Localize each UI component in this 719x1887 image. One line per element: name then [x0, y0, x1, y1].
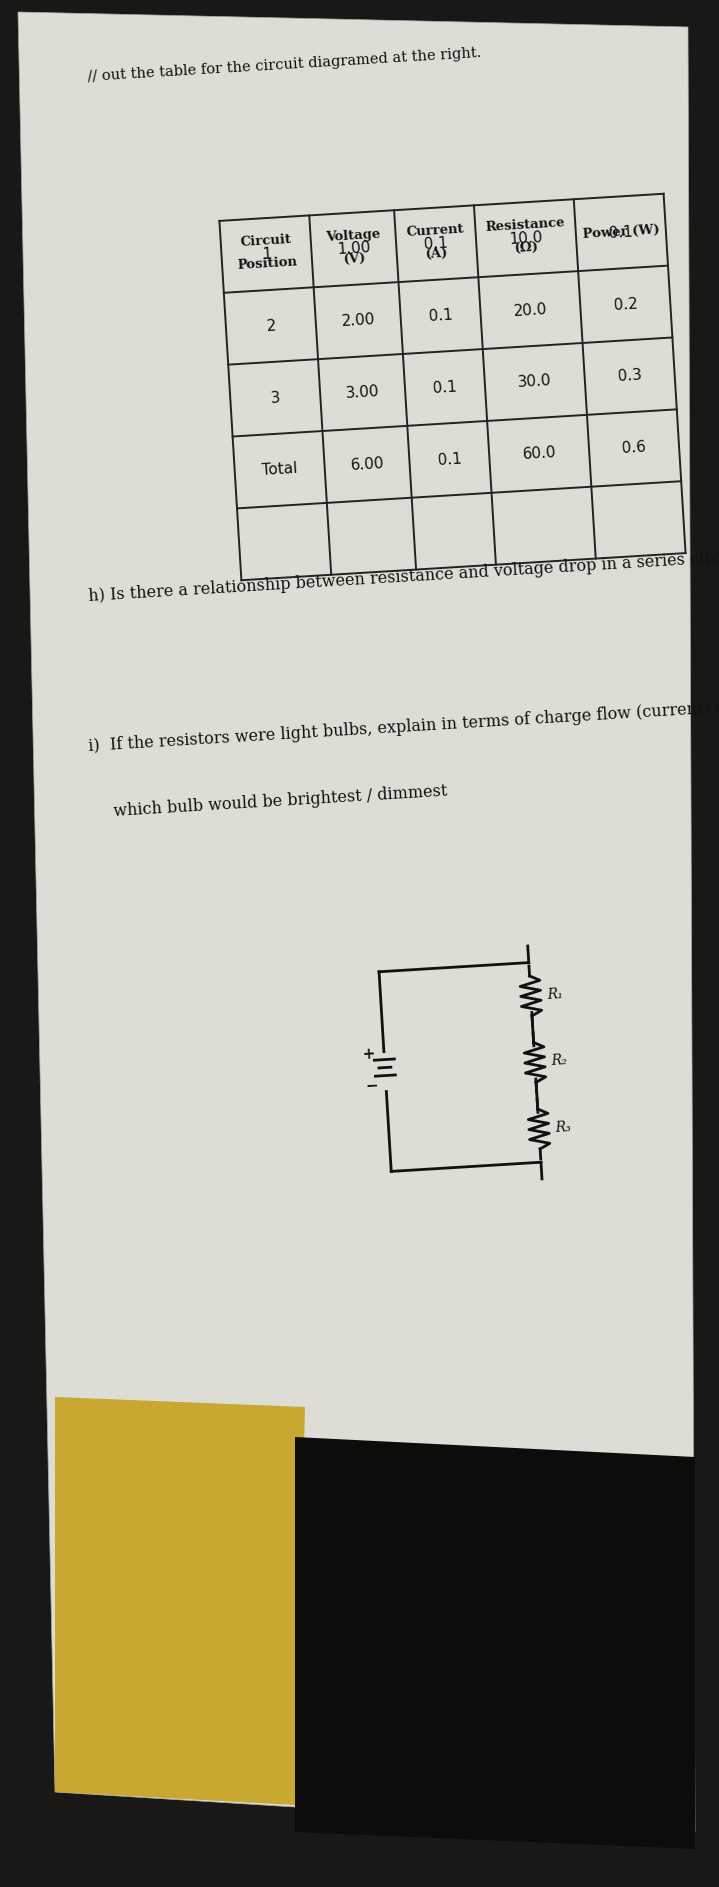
Text: R₃: R₃: [554, 1121, 572, 1134]
Text: (V): (V): [343, 251, 366, 266]
Text: 0.1: 0.1: [423, 236, 449, 253]
Text: (Ω): (Ω): [514, 242, 539, 255]
Text: (A): (A): [425, 247, 449, 260]
Text: R₂: R₂: [551, 1053, 567, 1068]
Text: Total: Total: [262, 460, 298, 477]
Text: Current: Current: [406, 223, 464, 240]
Polygon shape: [55, 1396, 305, 1806]
Text: which bulb would be brightest / dimmest: which bulb would be brightest / dimmest: [112, 783, 447, 821]
Text: 0.1: 0.1: [433, 379, 457, 396]
Text: 0.6: 0.6: [621, 440, 646, 457]
Text: Position: Position: [237, 257, 298, 272]
Text: 10.0: 10.0: [509, 230, 544, 247]
Text: R₁: R₁: [546, 987, 563, 1002]
Text: 6.00: 6.00: [349, 457, 385, 474]
Text: 0.1: 0.1: [428, 308, 453, 325]
Text: +: +: [361, 1047, 375, 1062]
Text: 2: 2: [266, 319, 276, 334]
Text: 2.00: 2.00: [341, 311, 375, 328]
Text: Circuit: Circuit: [239, 234, 292, 249]
Polygon shape: [18, 11, 695, 1832]
Text: 1: 1: [261, 247, 272, 262]
Text: 1.00: 1.00: [336, 240, 371, 257]
Text: 0.3: 0.3: [617, 368, 642, 385]
Text: −: −: [365, 1079, 379, 1094]
Text: 3: 3: [270, 391, 280, 406]
Text: h) Is there a relationship between resistance and voltage drop in a series circu: h) Is there a relationship between resis…: [88, 542, 719, 606]
Text: 0.1: 0.1: [437, 451, 462, 468]
Text: 0.2: 0.2: [613, 296, 638, 313]
Text: Resistance: Resistance: [485, 217, 566, 234]
Text: Power (W): Power (W): [582, 223, 660, 242]
Text: 3.00: 3.00: [345, 383, 380, 402]
Text: i)  If the resistors were light bulbs, explain in terms of charge flow (current): i) If the resistors were light bulbs, ex…: [88, 685, 719, 755]
Text: Voltage: Voltage: [326, 228, 381, 243]
Text: 30.0: 30.0: [518, 374, 552, 391]
Text: 20.0: 20.0: [513, 302, 548, 319]
Text: 60.0: 60.0: [522, 445, 557, 462]
Text: // out the table for the circuit diagramed at the right.: // out the table for the circuit diagram…: [88, 45, 482, 85]
Text: 0.1: 0.1: [608, 225, 633, 242]
Polygon shape: [295, 1438, 695, 1849]
